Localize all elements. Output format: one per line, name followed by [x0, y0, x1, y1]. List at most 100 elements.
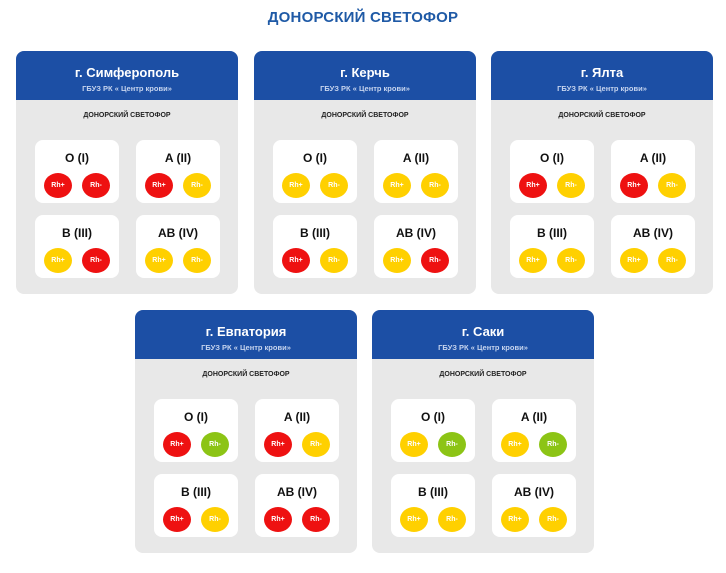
blood-group-name: AB (IV) [277, 485, 317, 499]
blood-group-name: A (II) [164, 151, 192, 165]
blood-group-name: AB (IV) [633, 226, 673, 240]
rh-positive-indicator: Rh+ [620, 248, 648, 273]
rh-negative-indicator: Rh- [421, 248, 449, 273]
rh-positive-indicator: Rh+ [519, 248, 547, 273]
blood-groups-grid: O (I) Rh+ Rh- A (II) Rh+ Rh- B (III) Rh+ Rh- AB (… [254, 140, 476, 278]
blood-group-box: AB (IV) Rh+ Rh- [255, 474, 339, 537]
rh-negative-indicator: Rh- [82, 248, 110, 273]
city-name: г. Евпатория [205, 324, 287, 339]
blood-group-name: A (II) [639, 151, 667, 165]
card-subtitle: ДОНОРСКИЙ СВЕТОФОР [202, 371, 290, 378]
rh-positive-indicator: Rh+ [383, 248, 411, 273]
blood-group-name: B (III) [537, 226, 567, 240]
rh-indicators: Rh+ Rh- [510, 248, 594, 273]
blood-group-box: B (III) Rh+ Rh- [154, 474, 238, 537]
city-name: г. Керчь [340, 65, 390, 80]
card-subtitle: ДОНОРСКИЙ СВЕТОФОР [439, 371, 527, 378]
blood-group-box: A (II) Rh+ Rh- [374, 140, 458, 203]
rh-negative-indicator: Rh- [557, 248, 585, 273]
blood-group-box: AB (IV) Rh+ Rh- [611, 215, 695, 278]
blood-group-name: AB (IV) [514, 485, 554, 499]
rh-negative-indicator: Rh- [82, 173, 110, 198]
blood-group-box: B (III) Rh+ Rh- [35, 215, 119, 278]
org-name: ГБУЗ РК « Центр крови» [201, 343, 291, 352]
rh-indicators: Rh+ Rh- [374, 173, 458, 198]
blood-group-name: O (I) [65, 151, 89, 165]
city-card-evpatoria: г. Евпатория ГБУЗ РК « Центр крови» ДОНОРС… [135, 310, 357, 553]
blood-group-box: B (III) Rh+ Rh- [510, 215, 594, 278]
blood-group-box: A (II) Rh+ Rh- [255, 399, 339, 462]
rh-positive-indicator: Rh+ [44, 248, 72, 273]
card-header: г. Саки ГБУЗ РК « Центр крови» [372, 310, 594, 359]
rh-positive-indicator: Rh+ [264, 507, 292, 532]
org-name: ГБУЗ РК « Центр крови» [320, 84, 410, 93]
rh-indicators: Rh+ Rh- [273, 248, 357, 273]
rh-positive-indicator: Rh+ [383, 173, 411, 198]
rh-positive-indicator: Rh+ [264, 432, 292, 457]
card-header: г. Керчь ГБУЗ РК « Центр крови» [254, 51, 476, 100]
blood-group-box: B (III) Rh+ Rh- [273, 215, 357, 278]
rh-positive-indicator: Rh+ [282, 173, 310, 198]
rh-indicators: Rh+ Rh- [611, 248, 695, 273]
rh-positive-indicator: Rh+ [400, 507, 428, 532]
blood-groups-grid: O (I) Rh+ Rh- A (II) Rh+ Rh- B (III) Rh+ Rh- AB (… [491, 140, 713, 278]
blood-group-name: B (III) [418, 485, 448, 499]
city-name: г. Симферополь [74, 65, 180, 80]
rh-indicators: Rh+ Rh- [35, 173, 119, 198]
rh-negative-indicator: Rh- [302, 432, 330, 457]
rh-indicators: Rh+ Rh- [391, 507, 475, 532]
rh-indicators: Rh+ Rh- [273, 173, 357, 198]
rh-negative-indicator: Rh- [539, 432, 567, 457]
rh-indicators: Rh+ Rh- [374, 248, 458, 273]
card-subtitle: ДОНОРСКИЙ СВЕТОФОР [321, 112, 409, 119]
rh-indicators: Rh+ Rh- [255, 507, 339, 532]
org-name: ГБУЗ РК « Центр крови» [438, 343, 528, 352]
rh-negative-indicator: Rh- [658, 248, 686, 273]
blood-group-box: O (I) Rh+ Rh- [154, 399, 238, 462]
rh-negative-indicator: Rh- [302, 507, 330, 532]
rh-positive-indicator: Rh+ [501, 507, 529, 532]
city-card-saki: г. Саки ГБУЗ РК « Центр крови» ДОНОРСКИЙ С… [372, 310, 594, 553]
blood-group-box: AB (IV) Rh+ Rh- [374, 215, 458, 278]
blood-group-box: O (I) Rh+ Rh- [273, 140, 357, 203]
org-name: ГБУЗ РК « Центр крови» [82, 84, 172, 93]
blood-group-box: O (I) Rh+ Rh- [510, 140, 594, 203]
rh-indicators: Rh+ Rh- [154, 432, 238, 457]
rh-positive-indicator: Rh+ [620, 173, 648, 198]
card-subtitle: ДОНОРСКИЙ СВЕТОФОР [83, 112, 171, 119]
rh-indicators: Rh+ Rh- [611, 173, 695, 198]
blood-group-name: B (III) [300, 226, 330, 240]
org-name: ГБУЗ РК « Центр крови» [557, 84, 647, 93]
blood-groups-grid: O (I) Rh+ Rh- A (II) Rh+ Rh- B (III) Rh+ Rh- AB (… [135, 399, 357, 537]
rh-indicators: Rh+ Rh- [136, 248, 220, 273]
blood-group-name: AB (IV) [158, 226, 198, 240]
blood-groups-grid: O (I) Rh+ Rh- A (II) Rh+ Rh- B (III) Rh+ Rh- AB (… [16, 140, 238, 278]
rh-indicators: Rh+ Rh- [510, 173, 594, 198]
blood-group-name: O (I) [540, 151, 564, 165]
blood-group-name: B (III) [181, 485, 211, 499]
blood-group-name: O (I) [303, 151, 327, 165]
city-card-simferopol: г. Симферополь ГБУЗ РК « Центр крови» ДОНО… [16, 51, 238, 294]
card-subtitle: ДОНОРСКИЙ СВЕТОФОР [558, 112, 646, 119]
blood-groups-grid: O (I) Rh+ Rh- A (II) Rh+ Rh- B (III) Rh+ Rh- AB (… [372, 399, 594, 537]
rh-negative-indicator: Rh- [658, 173, 686, 198]
card-header: г. Ялта ГБУЗ РК « Центр крови» [491, 51, 713, 100]
blood-group-box: AB (IV) Rh+ Rh- [136, 215, 220, 278]
city-name: г. Саки [461, 324, 505, 339]
rh-negative-indicator: Rh- [183, 173, 211, 198]
rh-positive-indicator: Rh+ [163, 432, 191, 457]
blood-group-box: B (III) Rh+ Rh- [391, 474, 475, 537]
city-name: г. Ялта [580, 65, 624, 80]
rh-negative-indicator: Rh- [320, 173, 348, 198]
blood-group-name: B (III) [62, 226, 92, 240]
rh-negative-indicator: Rh- [201, 432, 229, 457]
rh-indicators: Rh+ Rh- [154, 507, 238, 532]
rh-indicators: Rh+ Rh- [492, 507, 576, 532]
blood-group-box: O (I) Rh+ Rh- [391, 399, 475, 462]
rh-negative-indicator: Rh- [201, 507, 229, 532]
blood-group-name: A (II) [402, 151, 430, 165]
rh-positive-indicator: Rh+ [282, 248, 310, 273]
rh-negative-indicator: Rh- [438, 507, 466, 532]
city-card-yalta: г. Ялта ГБУЗ РК « Центр крови» ДОНОРСКИЙ С… [491, 51, 713, 294]
rh-positive-indicator: Rh+ [519, 173, 547, 198]
